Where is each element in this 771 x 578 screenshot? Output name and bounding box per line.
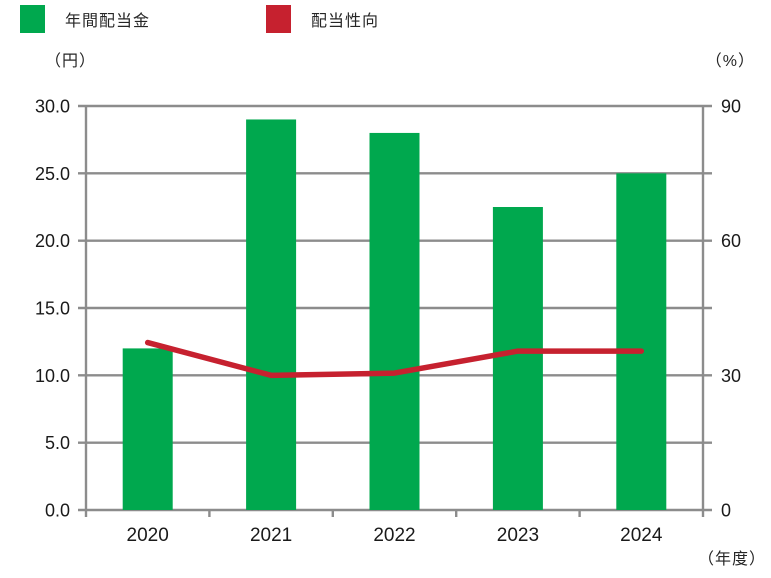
left-axis-tick-label: 5.0: [45, 433, 70, 453]
left-axis-unit-label: （円）: [45, 53, 97, 70]
year-label: 2021: [250, 525, 292, 546]
x-axis-unit-label: （年度）: [697, 551, 766, 568]
right-axis-tick-label: 0: [721, 501, 731, 521]
bar: [369, 132, 420, 510]
bar: [122, 348, 173, 510]
payout-ratio-swatch: [266, 5, 291, 33]
bar: [246, 119, 297, 510]
left-axis-tick-label: 10.0: [35, 366, 70, 386]
left-axis-tick-label: 25.0: [35, 164, 70, 184]
left-axis-tick-label: 30.0: [35, 97, 70, 117]
bar: [616, 173, 667, 511]
bar: [492, 207, 543, 510]
right-axis-unit-label: （%）: [705, 53, 755, 70]
left-axis-tick-label: 20.0: [35, 231, 70, 251]
payout-ratio-label: 配当性向: [311, 13, 380, 30]
right-axis-tick-label: 90: [721, 97, 741, 117]
legend-item-payout-ratio: 配当性向: [266, 5, 379, 33]
legend-item-annual-dividend: 年間配当金: [20, 5, 150, 33]
year-label: 2020: [127, 525, 169, 546]
right-axis-tick-label: 30: [721, 366, 741, 386]
annual-dividend-label: 年間配当金: [65, 13, 151, 30]
annual-dividend-swatch: [20, 5, 45, 33]
year-label: 2024: [620, 525, 663, 546]
year-label: 2022: [373, 525, 415, 546]
right-axis-tick-label: 60: [721, 231, 741, 251]
left-axis-tick-label: 0.0: [45, 501, 70, 521]
payout-ratio-line: [144, 339, 645, 379]
year-label: 2023: [497, 525, 539, 546]
left-axis-tick-label: 15.0: [35, 299, 70, 319]
